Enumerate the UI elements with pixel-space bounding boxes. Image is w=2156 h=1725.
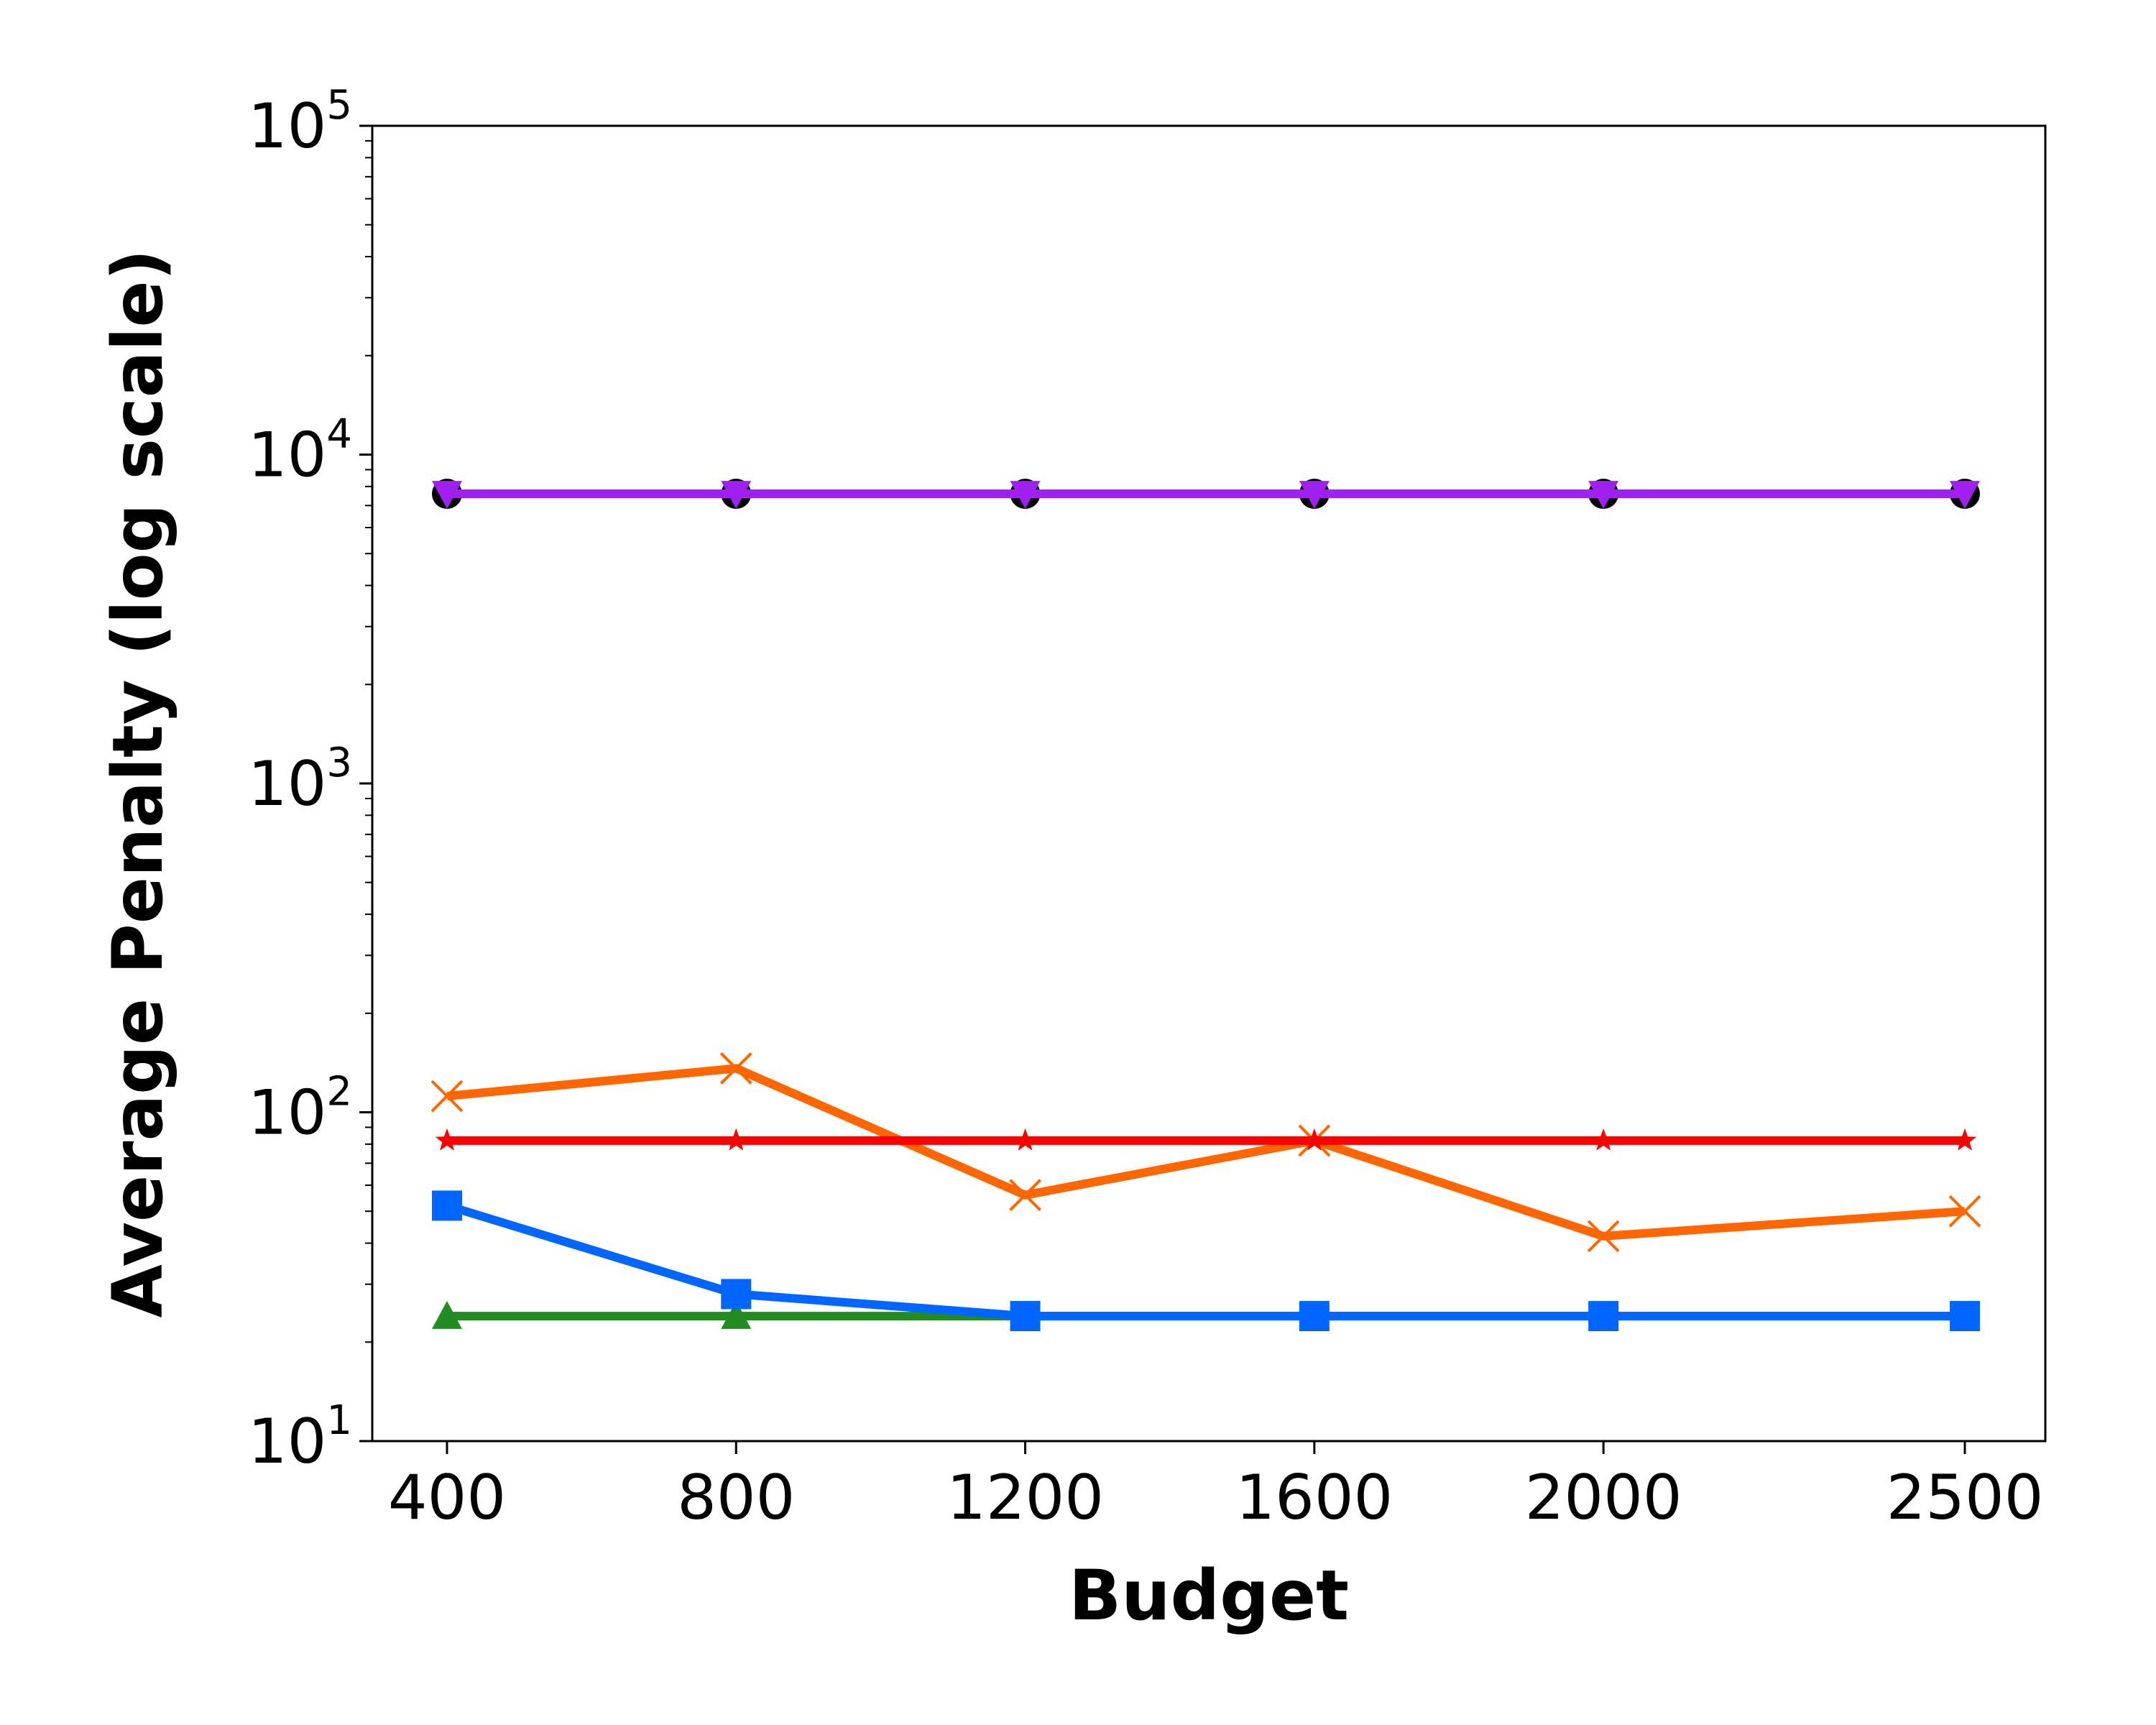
data-point-triangle-down bbox=[432, 481, 462, 510]
series-triangle-down bbox=[432, 481, 1980, 510]
data-point-star bbox=[435, 1128, 459, 1151]
y-tick-label: 103 bbox=[248, 740, 352, 820]
x-axis: 400 800 1200 1600 2000 2500 bbox=[388, 1441, 2044, 1534]
data-point-triangle-down bbox=[1010, 481, 1041, 510]
y-tick-label: 102 bbox=[248, 1069, 352, 1149]
y-minor-ticks bbox=[365, 139, 372, 1343]
x-axis-title: Budget bbox=[1069, 1555, 1349, 1636]
series-layer bbox=[430, 479, 1981, 1332]
series-star bbox=[435, 1128, 1977, 1151]
data-point-square bbox=[721, 1279, 752, 1310]
data-point-x bbox=[1009, 1179, 1041, 1212]
y-axis-title: Average Penalty (log scale) bbox=[98, 249, 178, 1318]
y-tick-label: 104 bbox=[248, 411, 352, 492]
data-point-star bbox=[1013, 1128, 1037, 1151]
y-tick-label-exponent: 3 bbox=[326, 740, 352, 786]
data-point-triangle-down bbox=[1588, 481, 1619, 510]
data-point-triangle-down bbox=[1950, 481, 1980, 510]
data-point-square bbox=[1950, 1301, 1980, 1332]
series-line bbox=[446, 1201, 1965, 1321]
x-tick-label: 400 bbox=[388, 1462, 506, 1534]
data-point-triangle-up bbox=[432, 1301, 462, 1329]
data-point-x bbox=[719, 1052, 752, 1085]
data-point-x bbox=[430, 1080, 464, 1113]
data-point-triangle-down bbox=[721, 481, 752, 510]
data-point-square bbox=[1299, 1301, 1330, 1332]
data-point-square bbox=[432, 1190, 462, 1221]
series-square bbox=[432, 1190, 1980, 1332]
data-point-triangle-up bbox=[721, 1301, 752, 1329]
x-tick-label: 1200 bbox=[946, 1462, 1104, 1534]
y-tick-label-base: 10 bbox=[248, 1406, 326, 1478]
y-tick-label-exponent: 1 bbox=[326, 1397, 352, 1444]
data-point-square bbox=[1010, 1301, 1041, 1332]
y-tick-label-exponent: 5 bbox=[326, 82, 352, 129]
x-tick-label: 2000 bbox=[1525, 1462, 1682, 1534]
data-point-star bbox=[724, 1128, 748, 1151]
data-point-triangle-down bbox=[1299, 481, 1330, 510]
y-tick-label: 105 bbox=[248, 82, 352, 162]
y-tick-label: 101 bbox=[248, 1397, 352, 1478]
y-tick-label-base: 10 bbox=[248, 91, 326, 162]
data-point-square bbox=[1588, 1301, 1619, 1332]
y-tick-label-exponent: 2 bbox=[326, 1069, 352, 1116]
x-tick-label: 1600 bbox=[1235, 1462, 1393, 1534]
data-point-x bbox=[1587, 1220, 1620, 1253]
data-point-star bbox=[1592, 1128, 1616, 1151]
data-point-star bbox=[1953, 1128, 1977, 1151]
plot-area-frame bbox=[371, 124, 2047, 1443]
series-x bbox=[430, 1052, 1981, 1253]
series-line bbox=[446, 1064, 1966, 1241]
y-tick-label-exponent: 4 bbox=[326, 411, 352, 458]
data-point-x bbox=[1948, 1195, 1981, 1228]
y-tick-label-base: 10 bbox=[248, 420, 326, 492]
y-tick-label-base: 10 bbox=[248, 1077, 326, 1149]
data-point-star bbox=[1302, 1128, 1326, 1151]
y-tick-label-base: 10 bbox=[248, 748, 326, 820]
x-tick-label: 2500 bbox=[1886, 1462, 2044, 1534]
x-tick-label: 800 bbox=[677, 1462, 795, 1534]
